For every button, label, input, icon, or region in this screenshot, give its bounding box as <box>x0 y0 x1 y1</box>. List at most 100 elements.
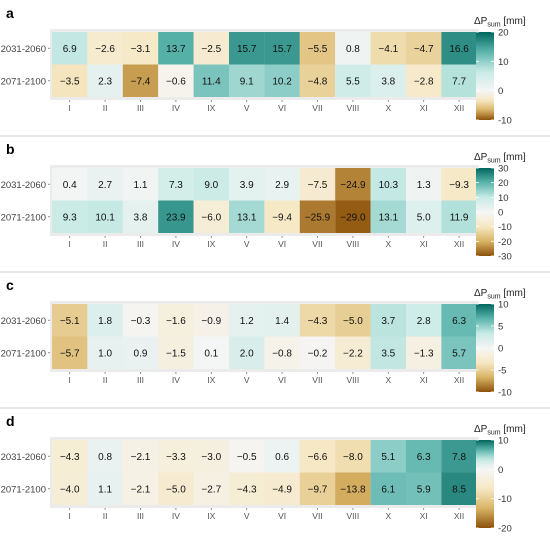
cell-value-label: 13.1 <box>379 212 399 223</box>
panel-label: b <box>6 141 15 157</box>
heatmap-cell <box>441 304 477 337</box>
legend-tick-label: 20 <box>498 178 509 189</box>
cell-value-label: −4.3 <box>237 484 257 495</box>
cell-value-label: −0.5 <box>237 452 257 463</box>
legend-tick-label: 10 <box>498 57 509 68</box>
heatmap-cell <box>335 304 371 337</box>
heatmap-cell <box>406 304 442 337</box>
column-label: VIII <box>347 511 360 521</box>
cell-value-label: 10.2 <box>272 76 292 87</box>
cell-value-label: 13.1 <box>237 212 257 223</box>
heatmap-cell <box>158 304 194 337</box>
cell-value-label: −2.8 <box>414 76 434 87</box>
row-label: 2031-2060 <box>1 452 46 463</box>
cell-value-label: 5.9 <box>417 484 431 495</box>
cell-value-label: −9.4 <box>272 212 292 223</box>
heatmap-cell <box>229 168 265 201</box>
heatmap-cell <box>87 64 123 97</box>
cell-value-label: 1.4 <box>275 316 289 327</box>
column-label: V <box>244 239 250 249</box>
cell-value-label: −4.8 <box>308 76 328 87</box>
cell-value-label: −4.1 <box>378 44 398 55</box>
cell-value-label: −7.4 <box>131 76 151 87</box>
heatmap-cell <box>193 472 229 505</box>
heatmap-cell <box>229 32 265 65</box>
heatmap-cell <box>299 64 336 97</box>
heatmap-cell <box>52 336 88 369</box>
legend-colorbar <box>476 168 494 256</box>
panel-c: c −5.1 1.8 −0.3 −1.6 −0.9 1.2 1.4 −4.3 −5.0 3.7 2.8… <box>0 277 550 409</box>
column-label: IX <box>207 375 215 385</box>
heatmap-cell <box>299 168 336 201</box>
cell-value-label: 6.3 <box>452 316 466 327</box>
legend-tick-label: 0 <box>498 208 503 219</box>
cell-value-label: 13.7 <box>166 44 186 55</box>
heatmap-cell <box>52 440 88 473</box>
cell-value-label: 2.3 <box>98 76 112 87</box>
heatmap-cell <box>87 440 123 473</box>
cell-value-label: −2.6 <box>95 44 115 55</box>
heatmap-cell <box>441 32 477 65</box>
heatmap-cell <box>193 200 229 233</box>
cell-value-label: 2.0 <box>240 348 254 359</box>
heatmap-cell <box>52 32 88 65</box>
legend-title: ΔPsum [mm] <box>474 424 526 437</box>
heatmap-cell <box>335 440 371 473</box>
heatmap-cell <box>122 168 159 201</box>
column-label: XII <box>454 239 464 249</box>
heatmap-cell <box>406 336 442 369</box>
heatmap-cell <box>441 168 477 201</box>
cell-value-label: 2.7 <box>98 180 112 191</box>
cell-value-label: −0.9 <box>201 316 221 327</box>
cell-value-label: −5.7 <box>60 348 80 359</box>
column-label: I <box>69 375 71 385</box>
column-label: VII <box>312 511 322 521</box>
row-label: 2071-2100 <box>1 212 46 223</box>
heatmap-cell <box>264 168 300 201</box>
cell-value-label: 2.8 <box>417 316 431 327</box>
column-label: VIII <box>347 103 360 113</box>
heatmap-cell <box>264 200 300 233</box>
heatmap-cell <box>441 440 477 473</box>
heatmap-cell <box>87 168 123 201</box>
cell-value-label: 3.5 <box>381 348 395 359</box>
heatmap-cell <box>122 336 159 369</box>
heatmap-cell <box>52 168 88 201</box>
heatmap-cell <box>335 64 371 97</box>
cell-value-label: −7.5 <box>308 180 328 191</box>
column-label: X <box>385 511 391 521</box>
cell-value-label: 3.7 <box>381 316 395 327</box>
cell-value-label: 6.3 <box>417 452 431 463</box>
heatmap-cell <box>87 472 123 505</box>
heatmap-cell <box>264 472 300 505</box>
column-label: III <box>137 511 144 521</box>
column-label: III <box>137 239 144 249</box>
column-label: VI <box>278 239 286 249</box>
heatmap-cell <box>193 168 229 201</box>
cell-value-label: 1.2 <box>240 316 254 327</box>
heatmap-cell <box>264 440 300 473</box>
heatmap-cell <box>370 64 406 97</box>
cell-value-label: 1.8 <box>98 316 112 327</box>
cell-value-label: −2.1 <box>131 452 151 463</box>
column-label: III <box>137 375 144 385</box>
heatmap-cell <box>370 472 406 505</box>
legend-colorbar <box>476 32 494 120</box>
heatmap-cell <box>406 472 442 505</box>
heatmap-cell <box>158 336 194 369</box>
cell-value-label: −3.3 <box>166 452 186 463</box>
heatmap-cell <box>158 472 194 505</box>
cell-value-label: 8.5 <box>452 484 466 495</box>
cell-value-label: 5.7 <box>452 348 466 359</box>
heatmap-cell <box>193 32 229 65</box>
panel-b: b 0.4 2.7 1.1 7.3 9.0 3.9 2.9 −7.5 −24.9 10.3 1.3 −9… <box>0 141 550 273</box>
row-label: 2071-2100 <box>1 484 46 495</box>
cell-value-label: 3.9 <box>240 180 254 191</box>
column-label: V <box>244 375 250 385</box>
cell-value-label: 1.1 <box>134 180 148 191</box>
cell-value-label: −0.6 <box>166 76 186 87</box>
cell-value-label: 7.3 <box>169 180 183 191</box>
column-label: V <box>244 511 250 521</box>
heatmap-cell <box>158 64 194 97</box>
cell-value-label: −25.9 <box>305 212 331 223</box>
